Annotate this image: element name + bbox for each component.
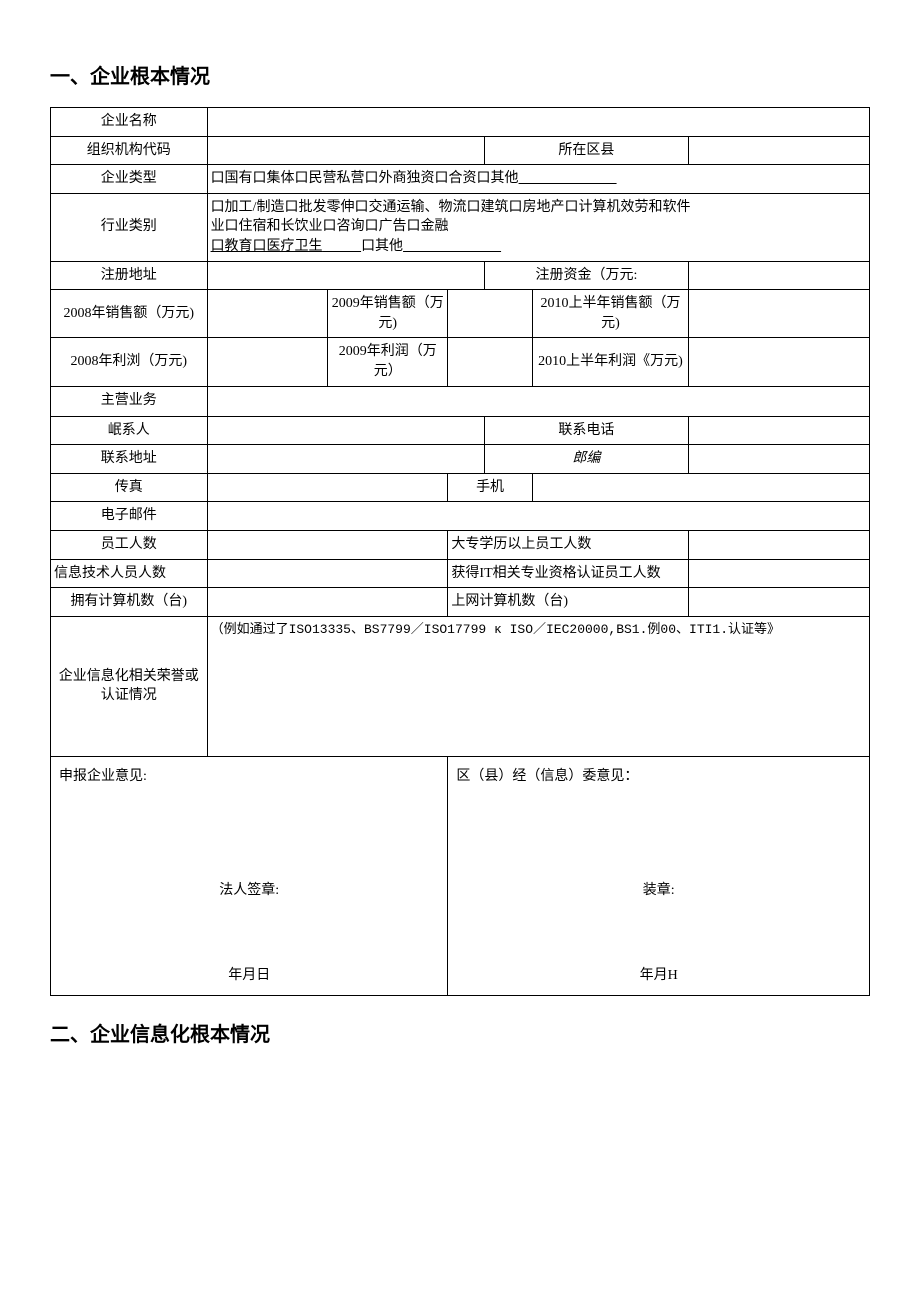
label-profit-2009: 2009年利润（万元） [327, 338, 447, 386]
value-main-business [207, 386, 869, 416]
value-org-code [207, 136, 484, 165]
label-date1: 年月日 [59, 966, 439, 986]
label-employees: 员工人数 [51, 530, 208, 559]
district-opinion-block: 区（县）经（信息）委意见： 装章: 年月H [448, 756, 870, 996]
label-fax: 传真 [51, 473, 208, 502]
label-applicant-opinion: 申报企业意见: [59, 767, 439, 787]
value-profit-2008 [207, 338, 327, 386]
value-reg-address [207, 261, 484, 290]
label-contact-person: 岷系人 [51, 416, 208, 445]
label-contact-address: 联系地址 [51, 445, 208, 474]
label-sales-2010h1: 2010上半年销售额（万元) [532, 290, 689, 338]
section2-heading: 二、企业信息化根本情况 [50, 1018, 870, 1047]
label-email: 电子邮件 [51, 502, 208, 531]
label-profit-2008: 2008年利浏（万元) [51, 338, 208, 386]
value-it-cert-staff [689, 559, 870, 588]
label-it-cert-staff: 获得IT相关专业资格认证员工人数 [448, 559, 689, 588]
value-profit-2010h1 [689, 338, 870, 386]
value-contact-address [207, 445, 484, 474]
label-college-employees: 大专学历以上员工人数 [448, 530, 689, 559]
label-industry: 行业类别 [51, 193, 208, 261]
label-phone: 联系电话 [484, 416, 689, 445]
value-contact-person [207, 416, 484, 445]
label-sales-2009: 2009年销售额（万元) [327, 290, 447, 338]
label-reg-capital: 注册资金（万元: [484, 261, 689, 290]
value-online-computers [689, 588, 870, 617]
label-computers: 拥有计算机数（台) [51, 588, 208, 617]
value-computers [207, 588, 448, 617]
section1-heading: 一、企业根本情况 [50, 60, 870, 89]
label-honors: 企业信息化相关荣誉或认证情况 [51, 616, 208, 756]
value-college-employees [689, 530, 870, 559]
label-company-name: 企业名称 [51, 108, 208, 137]
value-sales-2010h1 [689, 290, 870, 338]
value-email [207, 502, 869, 531]
value-mobile [532, 473, 869, 502]
value-phone [689, 416, 870, 445]
label-mobile: 手机 [448, 473, 532, 502]
label-legal-seal: 法人签章: [59, 881, 439, 901]
label-org-code: 组织机构代码 [51, 136, 208, 165]
label-company-type: 企业类型 [51, 165, 208, 194]
company-info-table: 企业名称 组织机构代码 所在区县 企业类型 口国有口集体口民营私营口外商独资口合… [50, 107, 870, 996]
applicant-opinion-block: 申报企业意见: 法人签章: 年月日 [51, 756, 448, 996]
label-online-computers: 上网计算机数（台) [448, 588, 689, 617]
value-reg-capital [689, 261, 870, 290]
value-industry: 口加工/制造口批发零伸口交通运输、物流口建筑口房地产口计算机效劳和软件 业口住宿… [207, 193, 869, 261]
value-district [689, 136, 870, 165]
value-company-name [207, 108, 869, 137]
value-sales-2008 [207, 290, 327, 338]
label-profit-2010h1: 2010上半年利润《万元) [532, 338, 689, 386]
label-seal: 装章: [456, 881, 861, 901]
label-postcode: 郎编 [484, 445, 689, 474]
label-reg-address: 注册地址 [51, 261, 208, 290]
label-it-staff: 信息技术人员人数 [51, 559, 208, 588]
value-honors: （例如通过了ISO13335、BS7799／ISO17799 κ ISO／IEC… [207, 616, 869, 756]
value-it-staff [207, 559, 448, 588]
value-postcode [689, 445, 870, 474]
label-district: 所在区县 [484, 136, 689, 165]
label-date2: 年月H [456, 966, 861, 986]
value-sales-2009 [448, 290, 532, 338]
label-district-opinion: 区（县）经（信息）委意见： [456, 767, 861, 787]
value-employees [207, 530, 448, 559]
label-sales-2008: 2008年销售额（万元) [51, 290, 208, 338]
value-fax [207, 473, 448, 502]
value-company-type: 口国有口集体口民营私营口外商独资口合资口其他 [207, 165, 869, 194]
value-profit-2009 [448, 338, 532, 386]
label-main-business: 主营业务 [51, 386, 208, 416]
